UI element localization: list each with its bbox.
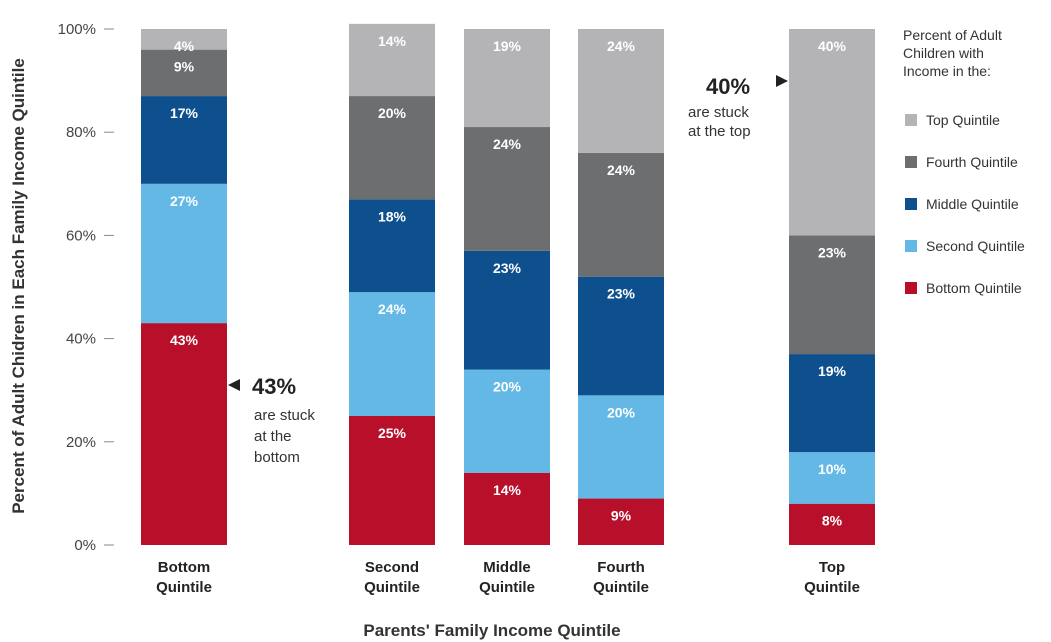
annotation-value: 40% [706, 74, 750, 99]
y-tick-label: 20% [66, 434, 96, 451]
bars [141, 23, 875, 545]
segment-value-label: 17% [170, 105, 199, 121]
x-category-label: Bottom [158, 559, 211, 576]
segment-value-label: 24% [378, 301, 407, 317]
bar-segment [789, 235, 875, 355]
bar-segment [141, 49, 227, 97]
legend-swatch [905, 198, 917, 210]
bar-segment [349, 23, 435, 97]
y-tick-label: 0% [74, 537, 96, 554]
bar-segment [789, 29, 875, 236]
annotation-arrow [776, 75, 788, 87]
bar-segment [141, 96, 227, 184]
y-tick-label: 80% [66, 124, 96, 141]
bar-segment [578, 29, 664, 153]
bar-segment [141, 183, 227, 324]
x-category-label: Second [365, 559, 419, 576]
x-category-label: Top [819, 559, 845, 576]
legend-swatch [905, 282, 917, 294]
bar-segment [349, 292, 435, 416]
segment-value-label: 27% [170, 193, 199, 209]
bar-segment [349, 96, 435, 200]
annotation-text: at the top [688, 123, 751, 140]
bar-segment [789, 503, 875, 545]
segment-value-label: 9% [611, 508, 632, 524]
annotation-text: bottom [254, 449, 300, 466]
bar-segment [578, 276, 664, 396]
legend-swatch [905, 156, 917, 168]
bar-segment [578, 498, 664, 545]
bar-segment [578, 395, 664, 499]
category-labels: Bottom Quintile Second Quintile Middle Quinti… [156, 559, 860, 596]
segment-value-label: 24% [607, 162, 636, 178]
segment-value-label: 19% [818, 363, 847, 379]
x-category-label: Quintile [364, 579, 420, 596]
legend-swatch [905, 114, 917, 126]
annotation-text: are stuck [254, 407, 315, 424]
legend: Percent of Adult Children with Income in t… [903, 27, 1025, 296]
bar-segment [464, 127, 550, 251]
segment-value-label: 24% [607, 38, 636, 54]
segment-labels: 43% 27% 17% 9% 4% 25% 24% 18% 20% 14% 14% 20% 23% 24%… [170, 33, 847, 529]
x-category-label: Quintile [593, 579, 649, 596]
segment-value-label: 24% [493, 136, 522, 152]
segment-value-label: 18% [378, 208, 407, 224]
y-tick-label: 60% [66, 227, 96, 244]
y-tick-label: 100% [58, 21, 96, 38]
segment-value-label: 40% [818, 38, 847, 54]
legend-label: Fourth Quintile [926, 154, 1018, 170]
bar-segment [464, 369, 550, 473]
segment-value-label: 4% [174, 38, 195, 54]
bar-segment [789, 452, 875, 504]
segment-value-label: 25% [378, 425, 407, 441]
x-category-label: Quintile [804, 579, 860, 596]
segment-value-label: 20% [607, 404, 636, 420]
x-category-label: Fourth [597, 559, 644, 576]
bar-segment [789, 354, 875, 453]
annotation-arrow [228, 379, 240, 391]
y-tick-label: 40% [66, 331, 96, 348]
bar-segment [349, 416, 435, 545]
segment-value-label: 20% [493, 379, 522, 395]
legend-label: Second Quintile [926, 238, 1025, 254]
bar-segment [349, 199, 435, 293]
segment-value-label: 14% [378, 33, 407, 49]
bar-segment [141, 29, 227, 50]
bar-segment [578, 152, 664, 277]
segment-value-label: 20% [378, 105, 407, 121]
legend-title: Income in the: [903, 63, 991, 79]
legend-swatch [905, 240, 917, 252]
segment-value-label: 23% [493, 260, 522, 276]
segment-value-label: 43% [170, 332, 199, 348]
segment-value-label: 10% [818, 461, 847, 477]
segment-value-label: 9% [174, 59, 195, 75]
annotations: 43% are stuck at the bottom 40% are stuck at t… [228, 74, 788, 466]
x-category-label: Quintile [156, 579, 212, 596]
annotation-value: 43% [252, 374, 296, 399]
x-category-label: Middle [483, 559, 531, 576]
bar-segment [464, 29, 550, 128]
bar-segment [464, 472, 550, 545]
legend-title: Percent of Adult [903, 27, 1002, 43]
y-axis-label: Percent of Adult Chidren in Each Family … [9, 58, 28, 514]
x-category-label: Quintile [479, 579, 535, 596]
legend-label: Bottom Quintile [926, 280, 1022, 296]
x-axis-label: Parents' Family Income Quintile [363, 621, 620, 640]
segment-value-label: 8% [822, 513, 843, 529]
segment-value-label: 19% [493, 38, 522, 54]
segment-value-label: 14% [493, 482, 522, 498]
annotation-text: are stuck [688, 104, 749, 121]
segment-value-label: 23% [607, 286, 636, 302]
bar-segment [141, 323, 227, 545]
legend-title: Children with [903, 45, 984, 61]
annotation-text: at the [254, 428, 292, 445]
legend-label: Top Quintile [926, 112, 1000, 128]
bar-segment [464, 250, 550, 370]
y-axis: 0% 20% 40% 60% 80% 100% [58, 21, 114, 554]
segment-value-label: 23% [818, 244, 847, 260]
legend-label: Middle Quintile [926, 196, 1019, 212]
